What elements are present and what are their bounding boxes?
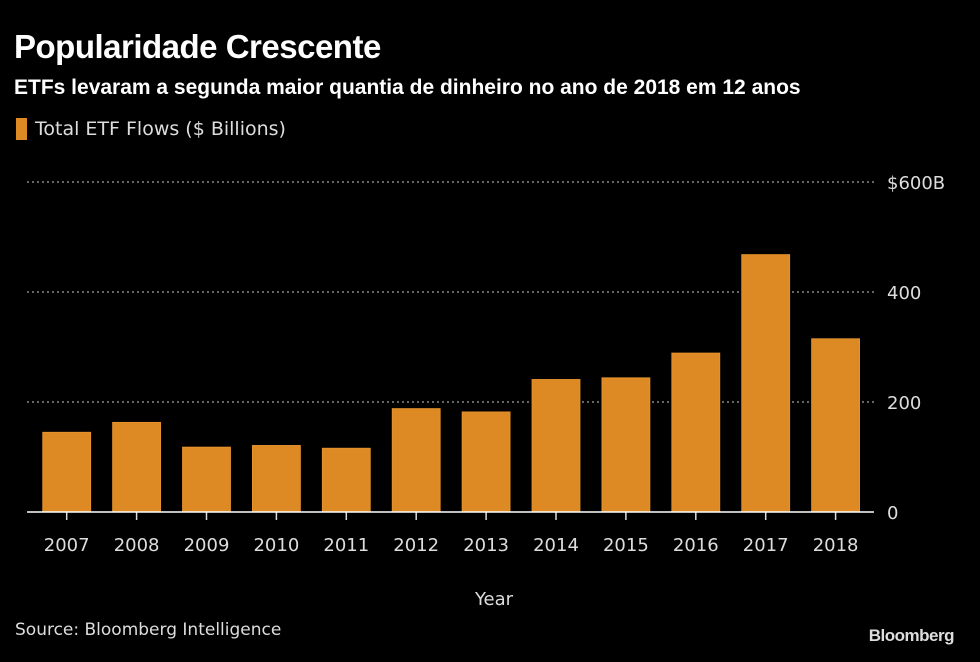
- bar-2018: [811, 338, 860, 513]
- x-axis-title: Year: [474, 589, 514, 610]
- x-tick-label: 2012: [393, 535, 439, 556]
- bar-2007: [42, 431, 92, 513]
- x-tick-label: 2018: [813, 535, 859, 556]
- x-tick-label: 2010: [253, 535, 299, 556]
- bar-2015: [601, 377, 651, 513]
- bar-2010: [251, 445, 301, 513]
- y-axis: 0 200 400 $600B: [887, 173, 945, 524]
- x-tick-label: 2011: [323, 535, 369, 556]
- bar-2014: [531, 379, 581, 513]
- x-tick-label: 2015: [603, 535, 649, 556]
- legend: Total ETF Flows ($ Billions): [16, 118, 286, 140]
- chart-subtitle: ETFs levaram a segunda maior quantia de …: [14, 76, 801, 99]
- y-tick-label: 0: [887, 503, 898, 524]
- bar-2009: [182, 446, 231, 513]
- bar-2012: [391, 408, 441, 513]
- source-note: Source: Bloomberg Intelligence: [15, 620, 282, 640]
- x-axis: 2007 2008 2009 2010 2011 2012 2013 2014 2015 2016…: [27, 511, 874, 556]
- legend-label: Total ETF Flows ($ Billions): [35, 118, 286, 140]
- x-tick-label: 2008: [114, 535, 160, 556]
- y-tick-label: $600B: [887, 173, 945, 194]
- x-tick-label: 2017: [743, 535, 789, 556]
- bar-2013: [461, 411, 511, 513]
- x-tick-label: 2009: [184, 535, 230, 556]
- y-tick-label: 200: [887, 393, 921, 414]
- bloomberg-logo: Bloomberg: [868, 626, 955, 645]
- x-tick-label: 2016: [673, 535, 719, 556]
- bar-2011: [321, 447, 371, 513]
- x-tick-label: 2007: [44, 535, 90, 556]
- x-tick-label: 2014: [533, 535, 579, 556]
- y-tick-label: 400: [887, 283, 921, 304]
- x-tick-label: 2013: [463, 535, 509, 556]
- chart-title: Popularidade Crescente: [14, 28, 381, 65]
- gridlines: [27, 181, 874, 403]
- bar-2016: [671, 352, 721, 513]
- bar-2017: [741, 254, 791, 513]
- legend-swatch: [16, 118, 27, 140]
- bar-2008: [112, 421, 161, 513]
- bars: [42, 254, 860, 513]
